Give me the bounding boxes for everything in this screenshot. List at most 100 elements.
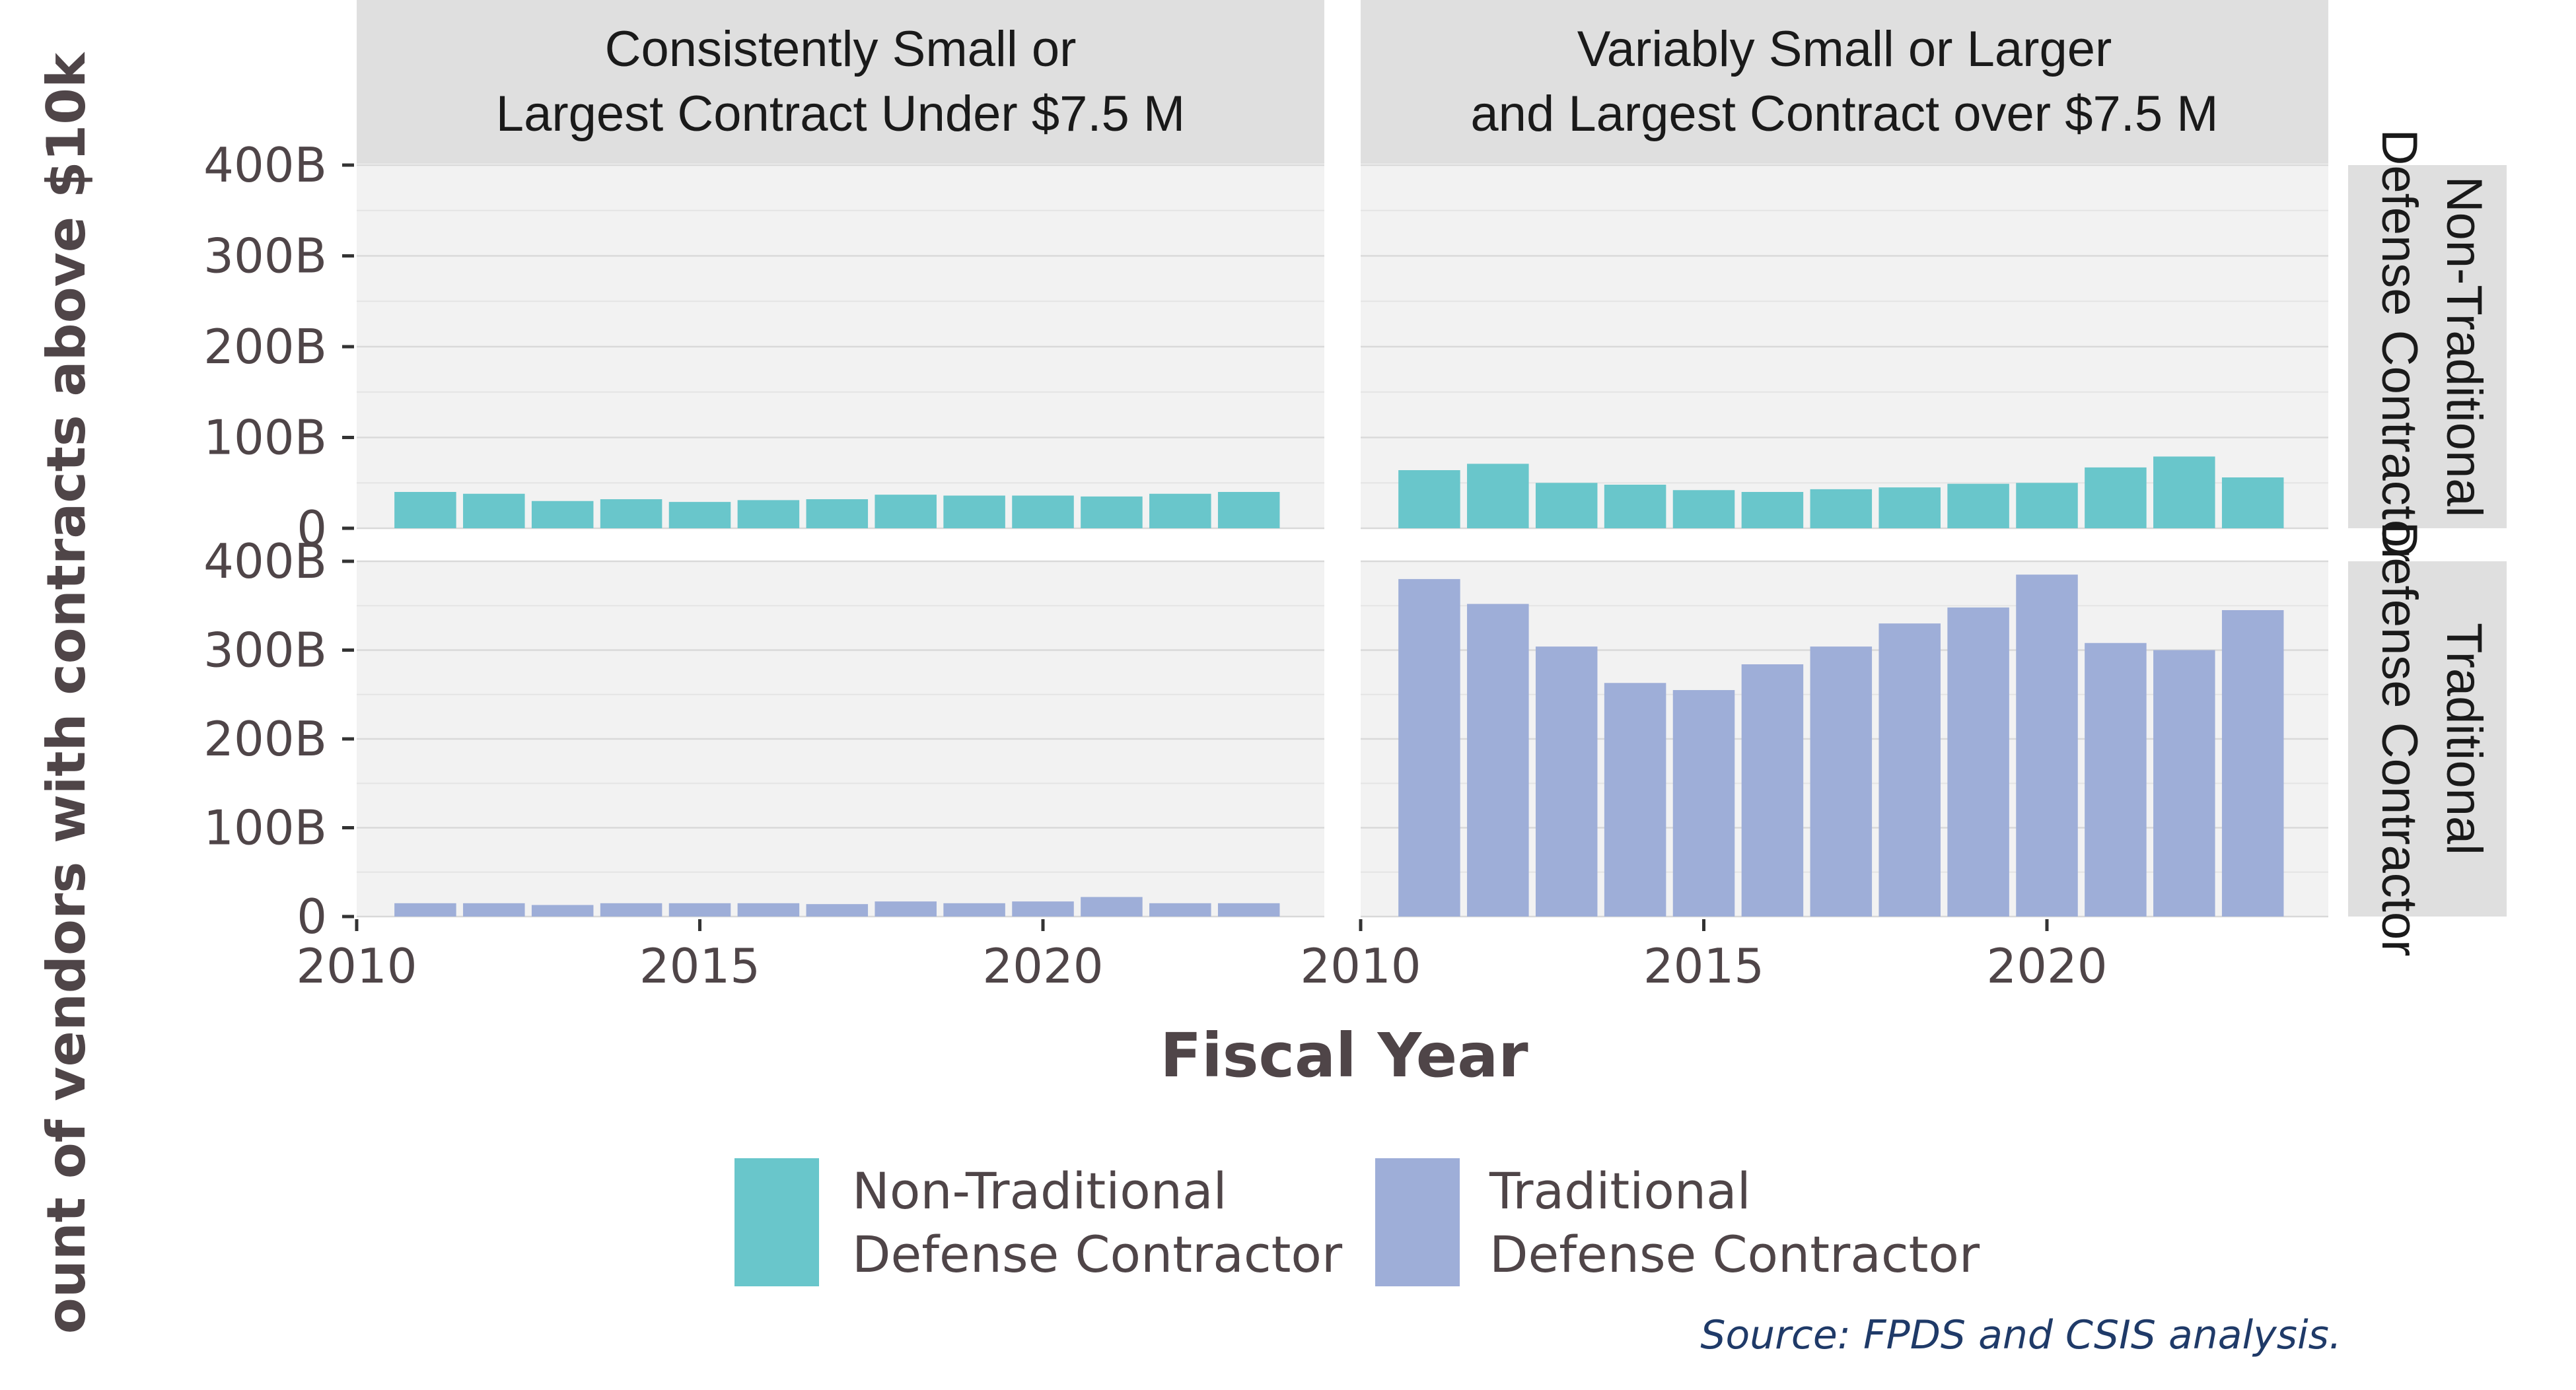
x-tick-label: 2020: [1986, 938, 2107, 994]
bar-2023: [2221, 609, 2284, 917]
bar-2016: [737, 500, 800, 528]
bar-2015: [1672, 490, 1735, 528]
legend-swatch: [1373, 1156, 1462, 1289]
bar-2019: [1947, 607, 2009, 917]
bar-2014: [600, 903, 662, 917]
bar-2012: [1467, 464, 1529, 528]
y-axis-row-1: 0 100B 200B 300B 400B: [203, 534, 354, 944]
bar-2018: [1878, 623, 1941, 917]
strip-label-line: Variably Small or Larger: [1577, 21, 2112, 77]
bar-2018: [875, 901, 937, 917]
bar-2023: [2221, 477, 2284, 528]
column-strip-0: Consistently Small or Largest Contract Un…: [357, 0, 1324, 164]
legend-label-line: Non-Traditional: [852, 1162, 1227, 1220]
x-tick-label: 2015: [639, 938, 760, 994]
bar-2022: [1149, 493, 1211, 528]
bar-2013: [531, 501, 594, 528]
bar-2012: [463, 493, 525, 528]
column-strip-label: Consistently Small or Largest Contract Un…: [496, 21, 1185, 142]
strip-background: [357, 0, 1324, 164]
bar-2022: [2153, 456, 2215, 528]
panel-1-0: [357, 560, 1324, 918]
panels-layer: [357, 164, 2328, 918]
bar-2021: [2085, 643, 2147, 917]
strip-label-line: Traditional: [2436, 623, 2492, 855]
bar-2015: [668, 502, 731, 528]
y-tick-label: 400B: [203, 534, 327, 589]
bar-2021: [2085, 467, 2147, 528]
bar-2012: [1467, 604, 1529, 917]
x-axis-title: Fiscal Year: [1160, 1020, 1528, 1091]
x-axis-col-0: 2010 2015 2020: [296, 919, 1104, 994]
legend-item-1: Traditional Defense Contractor: [1373, 1156, 1980, 1289]
bar-2011: [394, 903, 456, 917]
bar-2012: [463, 903, 525, 917]
column-strip-label: Variably Small or Larger and Largest Cont…: [1470, 21, 2218, 142]
bar-2018: [875, 495, 937, 528]
bar-2016: [737, 903, 800, 917]
bar-2017: [806, 499, 869, 528]
bar-2023: [1217, 492, 1280, 528]
source-note: Source: FPDS and CSIS analysis.: [1700, 1312, 2342, 1358]
bar-2018: [1878, 487, 1941, 528]
y-tick-label: 0: [297, 889, 327, 944]
legend-swatch: [732, 1156, 822, 1289]
legend-label: Traditional Defense Contractor: [1489, 1162, 1980, 1284]
x-tick-label: 2010: [1300, 938, 1421, 994]
y-tick-label: 100B: [203, 800, 327, 856]
strip-label-line: Consistently Small or: [605, 21, 1077, 77]
legend-label-line: Defense Contractor: [852, 1225, 1343, 1284]
row-strip-label: TraditionalDefense Contractor: [2371, 522, 2492, 957]
bar-2011: [1398, 470, 1460, 528]
strip-label-line: Defense Contractor: [2371, 522, 2427, 957]
bar-2017: [1810, 646, 1873, 917]
strip-background: [2348, 561, 2507, 917]
y-tick-label: 200B: [203, 319, 327, 374]
legend-label-line: Traditional: [1489, 1162, 1751, 1220]
x-tick-label: 2020: [982, 938, 1103, 994]
bar-2022: [1149, 903, 1211, 917]
bar-2013: [1535, 646, 1598, 917]
bar-2011: [394, 492, 456, 528]
column-strip-1: Variably Small or Larger and Largest Cont…: [1361, 0, 2328, 164]
bar-2020: [1012, 495, 1074, 528]
legend-label-line: Defense Contractor: [1489, 1225, 1980, 1284]
bar-2016: [1741, 492, 1804, 528]
y-tick-label: 400B: [203, 137, 327, 193]
panel-0-0: [357, 164, 1324, 530]
bar-2013: [1535, 483, 1598, 528]
legend-item-0: Non-Traditional Defense Contractor: [732, 1156, 1343, 1289]
strip-label-line: Largest Contract Under $7.5 M: [496, 86, 1185, 142]
bar-2016: [1741, 664, 1804, 917]
y-tick-label: 100B: [203, 410, 327, 466]
bar-2014: [1604, 485, 1666, 528]
bar-2020: [1012, 901, 1074, 917]
bar-2022: [2153, 650, 2215, 917]
strip-label-line: Defense Contractor: [2371, 129, 2427, 565]
bar-2019: [943, 495, 1005, 528]
strip-label-line: Non-Traditional: [2436, 176, 2492, 518]
bar-2021: [1081, 897, 1143, 917]
strips-layer: Consistently Small or Largest Contract Un…: [357, 0, 2507, 957]
bar-2020: [2016, 483, 2078, 528]
y-tick-label: 300B: [203, 623, 327, 678]
strip-background: [1361, 0, 2328, 164]
x-tick-label: 2015: [1643, 938, 1764, 994]
panel-0-1: [1361, 164, 2328, 530]
row-strip-label: Non-TraditionalDefense Contractor: [2371, 129, 2492, 565]
legend-label: Non-Traditional Defense Contractor: [852, 1162, 1343, 1284]
x-tick-label: 2010: [296, 938, 417, 994]
y-tick-label: 300B: [203, 228, 327, 284]
bar-2013: [531, 905, 594, 917]
row-strip-1: TraditionalDefense Contractor: [2348, 522, 2507, 957]
bar-2019: [1947, 483, 2009, 528]
bar-2017: [1810, 489, 1873, 528]
bar-2015: [1672, 690, 1735, 917]
y-tick-label: 200B: [203, 711, 327, 767]
bar-2021: [1081, 496, 1143, 528]
bar-2014: [1604, 683, 1666, 917]
bar-2014: [600, 499, 662, 528]
bar-2017: [806, 904, 869, 917]
